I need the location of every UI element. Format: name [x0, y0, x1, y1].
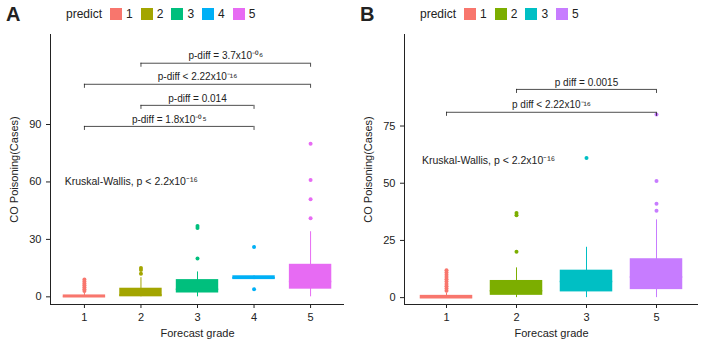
- svg-text:p-diff < 2.22x10⁻¹⁶: p-diff < 2.22x10⁻¹⁶: [158, 71, 237, 82]
- svg-text:2: 2: [513, 311, 519, 323]
- svg-text:1: 1: [81, 311, 87, 323]
- svg-text:Kruskal-Wallis, p < 2.2x10⁻¹⁶: Kruskal-Wallis, p < 2.2x10⁻¹⁶: [65, 175, 198, 187]
- svg-text:60: 60: [29, 175, 41, 187]
- html-text:1: 1: [480, 7, 487, 21]
- svg-text:25: 25: [383, 234, 395, 246]
- svg-text:3: 3: [583, 311, 589, 323]
- html-text:B: B: [360, 2, 375, 25]
- svg-text:90: 90: [29, 118, 41, 130]
- svg-text:p-diff = 1.8x10⁻⁰⁵: p-diff = 1.8x10⁻⁰⁵: [132, 114, 207, 125]
- html-text:2: 2: [510, 7, 518, 21]
- svg-text:50: 50: [383, 177, 395, 189]
- html-text:A: A: [6, 2, 21, 25]
- svg-text:p-diff = 0.014: p-diff = 0.014: [168, 93, 227, 104]
- html-text:3: 3: [187, 7, 195, 21]
- svg-text:5: 5: [653, 311, 659, 323]
- html-text:5: 5: [248, 7, 256, 21]
- svg-text:4: 4: [251, 311, 257, 323]
- svg-text:30: 30: [29, 233, 41, 245]
- svg-text:3: 3: [194, 311, 200, 323]
- svg-text:2: 2: [138, 311, 144, 323]
- svg-text:5: 5: [308, 311, 314, 323]
- svg-text:Forecast grade: Forecast grade: [515, 327, 589, 339]
- html-text:3: 3: [541, 7, 549, 21]
- svg-text:p diff < 2.22x10⁻¹⁶: p diff < 2.22x10⁻¹⁶: [512, 99, 591, 110]
- svg-text:CO Poisoning(Cases): CO Poisoning(Cases): [362, 116, 374, 222]
- html-text:2: 2: [156, 7, 164, 21]
- svg-text:0: 0: [389, 291, 395, 303]
- svg-text:0: 0: [35, 290, 41, 302]
- svg-text:p-diff = 3.7x10⁻⁰⁶: p-diff = 3.7x10⁻⁰⁶: [188, 50, 263, 61]
- html-text:predict: predict: [66, 7, 102, 21]
- html-text:1: 1: [126, 7, 133, 21]
- svg-text:75: 75: [383, 120, 395, 132]
- svg-text:Kruskal-Wallis, p < 2.2x10⁻¹⁶: Kruskal-Wallis, p < 2.2x10⁻¹⁶: [422, 154, 555, 166]
- html-text:predict: predict: [420, 7, 456, 21]
- html-text:4: 4: [218, 7, 225, 21]
- svg-text:CO Poisoning(Cases): CO Poisoning(Cases): [8, 116, 20, 222]
- svg-text:Forecast grade: Forecast grade: [161, 327, 235, 339]
- html-text:5: 5: [572, 7, 579, 21]
- svg-text:p diff = 0.0015: p diff = 0.0015: [555, 77, 619, 88]
- svg-text:1: 1: [443, 311, 449, 323]
